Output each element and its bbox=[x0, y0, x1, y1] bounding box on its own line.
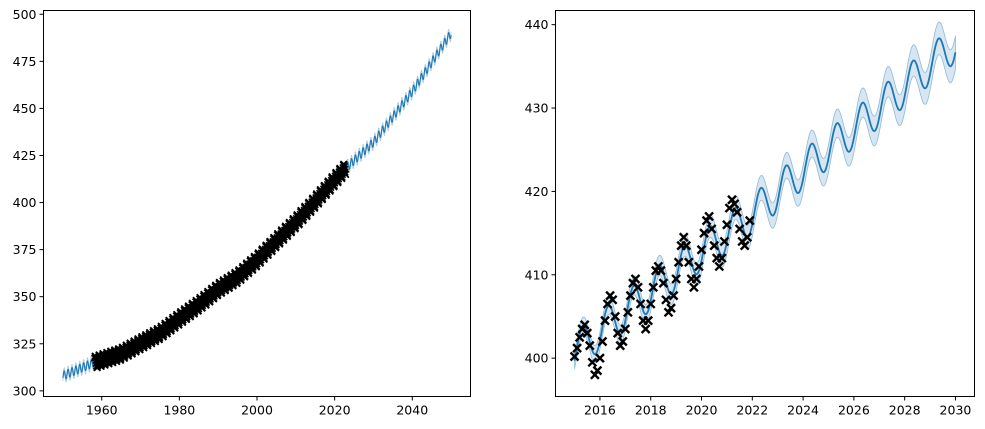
left-y-tick-label: 475 bbox=[13, 54, 37, 69]
right-observed-point bbox=[704, 211, 714, 222]
left-x-axis: 1960 1980 2000 2020 2040 bbox=[86, 396, 428, 418]
right-observed-point bbox=[592, 365, 603, 376]
right-observed-point bbox=[671, 274, 681, 284]
right-observed-point bbox=[742, 232, 753, 243]
left-x-tick-label: 1960 bbox=[86, 403, 118, 418]
right-observed-point bbox=[595, 353, 605, 363]
right-observed-point bbox=[656, 265, 666, 276]
right-observed-point bbox=[635, 299, 646, 309]
right-observed-point bbox=[696, 244, 707, 255]
right-observed-point bbox=[640, 324, 651, 334]
right-observed-point bbox=[620, 324, 631, 334]
right-observed-point bbox=[617, 336, 628, 347]
right-y-tick-label: 410 bbox=[525, 267, 549, 282]
right-observed-point bbox=[706, 224, 717, 234]
right-observed-point bbox=[709, 240, 720, 251]
left-observed-point bbox=[341, 168, 349, 176]
right-y-tick-label: 400 bbox=[525, 351, 549, 366]
right-x-tick-label: 2022 bbox=[736, 403, 768, 418]
right-observed-point bbox=[574, 332, 585, 343]
right-observed-point bbox=[683, 257, 694, 268]
right-x-tick-label: 2028 bbox=[889, 403, 921, 418]
left-chart-panel: 1960 1980 2000 2020 2040 300 325 350 375 400 425 4… bbox=[13, 7, 471, 418]
right-observed-point bbox=[582, 328, 593, 338]
right-observed-point bbox=[691, 274, 702, 284]
right-observed-markers-layer bbox=[569, 194, 755, 380]
left-y-tick-label: 325 bbox=[13, 336, 37, 351]
right-chart-panel: 2016 2018 2020 2022 2024 2026 2028 2030 4004104… bbox=[525, 10, 975, 418]
right-x-tick-label: 2016 bbox=[584, 403, 616, 418]
right-model-mean-layer bbox=[573, 37, 957, 361]
right-observed-point bbox=[600, 315, 610, 326]
right-x-tick-label: 2018 bbox=[635, 403, 667, 418]
right-observed-point bbox=[623, 307, 633, 318]
right-observed-point bbox=[714, 261, 725, 272]
left-y-tick-label: 375 bbox=[13, 242, 37, 257]
right-observed-point bbox=[658, 278, 669, 288]
right-observed-point bbox=[729, 199, 740, 209]
left-observed-markers-layer bbox=[90, 160, 350, 372]
left-x-tick-label: 2000 bbox=[241, 403, 273, 418]
right-observed-point bbox=[744, 215, 755, 226]
right-observed-point bbox=[643, 315, 654, 326]
right-y-axis: 400 410 420 430 440 bbox=[525, 17, 556, 366]
right-observed-point bbox=[625, 290, 636, 301]
right-x-axis: 2016 2018 2020 2022 2024 2026 2028 2030 bbox=[584, 396, 972, 418]
right-y-tick-label: 430 bbox=[525, 101, 549, 116]
right-observed-point bbox=[610, 311, 621, 322]
right-x-tick-label: 2020 bbox=[686, 403, 718, 418]
left-y-tick-label: 425 bbox=[13, 148, 37, 163]
right-observed-point bbox=[666, 303, 676, 313]
right-observed-point bbox=[584, 340, 595, 351]
right-observed-point bbox=[719, 236, 730, 247]
right-observed-point bbox=[694, 261, 704, 272]
right-observed-point bbox=[699, 228, 709, 238]
right-observed-point bbox=[661, 294, 671, 305]
right-observed-point bbox=[569, 351, 580, 362]
right-axes-frame bbox=[555, 10, 975, 397]
left-y-tick-label: 500 bbox=[13, 7, 37, 22]
right-observed-point bbox=[673, 257, 684, 268]
right-observed-point bbox=[734, 224, 745, 234]
right-observed-point bbox=[633, 282, 643, 293]
right-observed-point bbox=[739, 240, 750, 251]
right-y-tick-label: 440 bbox=[525, 17, 549, 32]
right-observed-point bbox=[645, 299, 656, 309]
right-observed-point bbox=[607, 294, 618, 305]
right-x-tick-label: 2024 bbox=[787, 403, 819, 418]
left-y-tick-label: 300 bbox=[13, 383, 37, 398]
left-y-axis: 300 325 350 375 400 425 450 475 500 bbox=[13, 7, 44, 398]
left-y-tick-label: 350 bbox=[13, 289, 37, 304]
right-model-mean-line bbox=[573, 37, 957, 361]
right-y-tick-label: 420 bbox=[525, 184, 549, 199]
left-y-tick-label: 450 bbox=[13, 101, 37, 116]
left-x-tick-label: 1980 bbox=[163, 403, 195, 418]
left-y-tick-label: 400 bbox=[13, 195, 37, 210]
right-observed-point bbox=[678, 232, 689, 243]
right-observed-point bbox=[732, 207, 742, 218]
right-observed-point bbox=[689, 282, 699, 293]
right-observed-point bbox=[597, 336, 608, 347]
right-observed-point bbox=[612, 328, 623, 338]
right-observed-point bbox=[716, 253, 727, 263]
right-observed-point bbox=[587, 357, 598, 368]
right-observed-point bbox=[579, 319, 590, 330]
right-observed-point bbox=[668, 290, 679, 301]
right-observed-point bbox=[681, 240, 692, 251]
right-x-tick-label: 2030 bbox=[940, 403, 972, 418]
left-x-tick-label: 2040 bbox=[396, 403, 428, 418]
left-observed-point bbox=[341, 170, 350, 179]
right-observed-point bbox=[648, 282, 659, 293]
right-observed-point bbox=[630, 274, 641, 284]
right-x-tick-label: 2026 bbox=[838, 403, 870, 418]
right-observed-point bbox=[722, 219, 732, 230]
left-x-tick-label: 2020 bbox=[319, 403, 351, 418]
right-observed-point bbox=[572, 343, 582, 353]
